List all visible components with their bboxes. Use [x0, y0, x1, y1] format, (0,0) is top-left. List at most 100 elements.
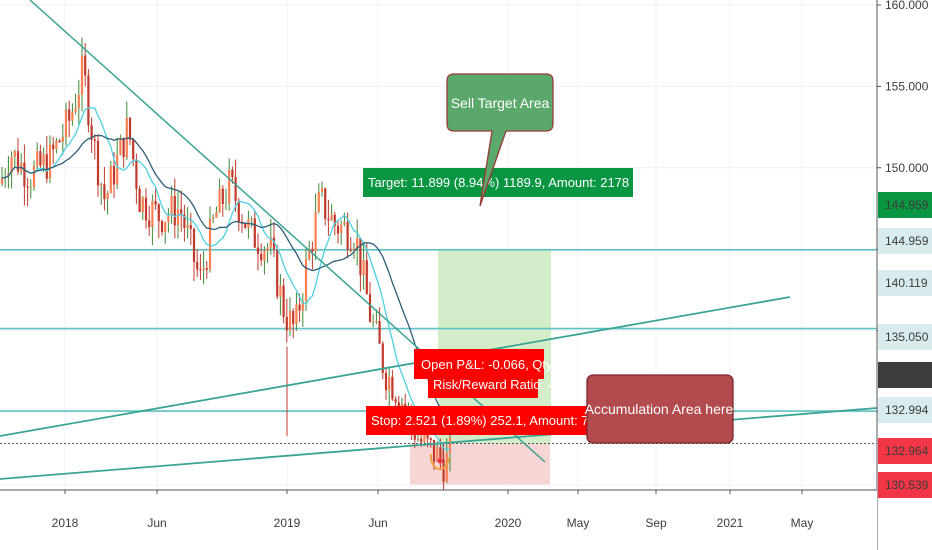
candle-body: [292, 311, 295, 325]
candle-body: [272, 237, 276, 250]
price-tag-label[interactable]: 140.119: [885, 276, 928, 290]
price-tag-label[interactable]: 130.539: [885, 478, 929, 492]
candle-body: [64, 109, 68, 138]
candle-body: [202, 268, 205, 271]
candle-body: [237, 200, 240, 222]
price-tag-bg[interactable]: [878, 362, 932, 388]
candle-body: [100, 184, 103, 186]
candle-body: [362, 260, 365, 276]
candle-body: [330, 214, 333, 220]
accumulation-callout-text: Accumulation Area here: [585, 401, 734, 417]
candle-body: [71, 111, 74, 121]
candle-body: [164, 222, 167, 233]
price-tag-bg[interactable]: [878, 192, 932, 218]
candle-body: [327, 218, 330, 220]
candle-body: [442, 459, 445, 482]
candle-body: [253, 218, 256, 248]
candle-body: [285, 316, 288, 331]
candle-body: [74, 108, 77, 112]
candle-body: [13, 151, 16, 157]
time-axis[interactable]: 2018 Jun 2019 Jun 2020 May Sep 2021 May: [0, 489, 877, 550]
time-tick-label: 2021: [717, 516, 744, 530]
candle-body: [90, 125, 93, 140]
price-tag-bg[interactable]: [878, 397, 932, 423]
candle-body: [311, 248, 314, 252]
price-tag-bg[interactable]: [878, 438, 932, 464]
candle-body: [295, 304, 298, 325]
time-tick-label: Jun: [147, 516, 166, 530]
candle-body: [384, 372, 388, 391]
ma-slow-line: [1, 134, 451, 427]
candle-body: [388, 376, 391, 391]
candle-body: [196, 262, 199, 270]
callouts[interactable]: Sell Target Area Accumulation Area here: [446, 73, 734, 444]
candle-body: [346, 222, 349, 250]
candle-body: [186, 225, 189, 228]
candle-body: [340, 224, 343, 234]
risk-reward-label-bg: [428, 372, 538, 398]
price-tag-label[interactable]: 133.060: [885, 368, 929, 382]
candle-body: [32, 165, 36, 188]
candle-body: [144, 197, 148, 221]
candle-body: [448, 437, 452, 454]
entry-marker-dot: [437, 458, 443, 464]
price-tag-label[interactable]: 135.050: [885, 330, 929, 344]
candle-body: [112, 165, 116, 185]
candles: [0, 37, 452, 490]
candle-body: [119, 137, 122, 155]
candle-body: [381, 343, 384, 373]
candle-body: [189, 225, 192, 229]
price-tag-bg[interactable]: [878, 324, 932, 350]
candle-body: [170, 195, 173, 216]
candle-body: [138, 188, 141, 213]
candle-body: [320, 188, 324, 192]
candle-body: [125, 117, 128, 158]
moving-averages: [1, 107, 451, 451]
price-axis[interactable]: 160.000155.000150.000145.000140.000135.0…: [876, 0, 932, 550]
target-label[interactable]: Target: 11.899 (8.94%) 1189.9, Amount: 2…: [368, 175, 629, 190]
candle-body: [420, 438, 423, 443]
candle-body: [42, 154, 45, 166]
sell-target-callout[interactable]: Sell Target Area: [446, 73, 554, 207]
price-tag-label[interactable]: 132.964: [885, 444, 929, 458]
candle-body: [116, 154, 119, 185]
candle-body: [208, 219, 212, 270]
candle-body: [356, 238, 359, 249]
price-tag-bg[interactable]: [878, 228, 932, 254]
candle-body: [55, 140, 58, 150]
price-tag-label[interactable]: 132.994: [885, 403, 929, 417]
price-tag-bg[interactable]: [878, 270, 932, 296]
candle-body: [199, 269, 202, 271]
candle-body: [269, 237, 272, 248]
stop-label[interactable]: Stop: 2.521 (1.89%) 252.1, Amount: 730.4…: [371, 413, 621, 428]
candle-body: [93, 139, 96, 141]
candle-body: [317, 191, 320, 212]
entry-marker-arc: [429, 453, 450, 471]
candle-body: [176, 209, 180, 226]
candle-body: [212, 217, 215, 220]
candle-body: [234, 176, 237, 201]
risk-reward-label[interactable]: Risk/Reward Ratio: 4.72: [433, 377, 573, 392]
candle-body: [80, 55, 84, 95]
candle-body: [157, 204, 160, 222]
candle-body: [192, 228, 196, 263]
candle-body: [52, 144, 55, 150]
price-tag-label[interactable]: 144.959: [885, 234, 929, 248]
price-tag-label[interactable]: 144.959: [885, 198, 929, 212]
candle-body: [180, 209, 183, 215]
candle-body: [324, 188, 327, 219]
candle-body: [439, 447, 442, 460]
candle-body: [128, 117, 132, 140]
uptrend-line-upper[interactable]: [0, 296, 791, 437]
candle-body: [416, 438, 420, 440]
candle-body: [23, 162, 26, 187]
accumulation-callout[interactable]: Accumulation Area here: [585, 374, 734, 444]
candle-body: [103, 184, 106, 200]
candle-body: [336, 225, 340, 234]
price-tag-bg[interactable]: [878, 472, 932, 498]
open-pnl-label[interactable]: Open P&L: -0.066, Qty: 99: [421, 357, 574, 372]
candle-body: [231, 169, 234, 177]
candle-body: [106, 193, 109, 200]
candle-body: [167, 215, 170, 223]
